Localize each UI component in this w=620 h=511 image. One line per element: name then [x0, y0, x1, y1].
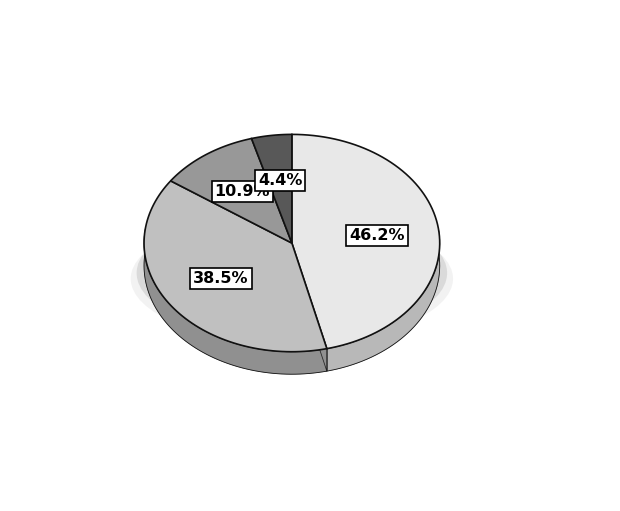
- Polygon shape: [144, 227, 327, 374]
- Text: 4.4%: 4.4%: [258, 173, 302, 188]
- Polygon shape: [292, 243, 327, 371]
- Polygon shape: [170, 138, 292, 243]
- Text: 38.5%: 38.5%: [193, 271, 249, 286]
- Polygon shape: [292, 243, 327, 371]
- Text: 46.2%: 46.2%: [349, 228, 405, 243]
- Polygon shape: [292, 134, 440, 349]
- Polygon shape: [327, 228, 440, 371]
- Text: 10.9%: 10.9%: [215, 184, 270, 199]
- Polygon shape: [144, 181, 327, 352]
- Ellipse shape: [136, 208, 447, 338]
- Polygon shape: [252, 134, 292, 243]
- Ellipse shape: [131, 215, 453, 343]
